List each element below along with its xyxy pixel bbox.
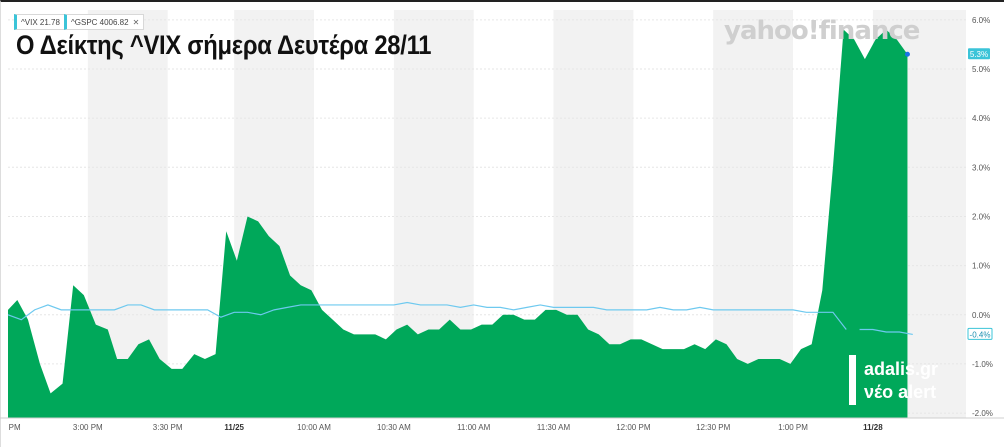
y-tick-label: 5.0%: [972, 65, 990, 74]
y-tick-label: 2.0%: [972, 212, 990, 221]
gspc-symbol-chip[interactable]: ^GSPC 4006.82 ✕: [64, 14, 145, 30]
x-tick-label: 12:00 PM: [616, 423, 651, 432]
vix-end-label: 5.3%: [970, 50, 988, 59]
yahoo-finance-logo: yahoo!finance: [724, 16, 920, 46]
x-tick-label: 3:30 PM: [153, 423, 183, 432]
vix-area-layer: [8, 29, 910, 418]
x-tick-label: 12:30 PM: [696, 423, 731, 432]
x-tick-label: 10:30 AM: [377, 423, 411, 432]
vix-end-point: [904, 51, 910, 57]
gspc-line-layer: [7, 301, 913, 336]
close-icon[interactable]: ✕: [132, 18, 140, 27]
y-tick-label: 6.0%: [972, 16, 990, 25]
x-tick-label: 3:00 PM: [73, 423, 103, 432]
brand-line-2: νέο alert: [864, 382, 937, 402]
gspc-chip-label: ^GSPC 4006.82: [71, 18, 129, 27]
brand-overlay: adalis.gr νέο alert: [849, 353, 959, 405]
x-tick-label: 1:00 PM: [778, 423, 808, 432]
y-tick-label: 4.0%: [972, 114, 990, 123]
page-title: Ο Δείκτης ^VIX σήμερα Δευτέρα 28/11: [16, 30, 432, 60]
x-tick-label: PM: [9, 423, 21, 432]
x-tick-label: 10:00 AM: [297, 423, 331, 432]
end-value-tags: 5.3% -0.4%: [967, 48, 993, 340]
gspc-end-label: -0.4%: [970, 330, 991, 339]
x-tick-label: 11:00 AM: [457, 423, 491, 432]
y-tick-label: -2.0%: [972, 409, 993, 418]
gspc-end-tag: [967, 327, 993, 340]
y-tick-label: 0.0%: [972, 311, 990, 320]
x-tick-label: 11/28: [863, 423, 883, 432]
vix-chip-label: ^VIX 21.78: [21, 18, 60, 27]
y-axis: 6.0% 5.0% 4.0% 3.0% 2.0% 1.0% 0.0% -1.0% -2.0%: [972, 16, 993, 418]
x-tick-label: 11/25: [224, 423, 244, 432]
vix-area: [8, 29, 908, 418]
brand-line-1: adalis.gr: [864, 359, 939, 379]
x-axis: PM 3:00 PM 3:30 PM 11/25 10:00 AM 10:30 AM 11:…: [0, 417, 1004, 432]
gspc-line: [859, 328, 913, 336]
gspc-line: [7, 301, 847, 330]
y-tick-label: 1.0%: [972, 262, 990, 271]
x-tick-label: 11:30 AM: [537, 423, 571, 432]
vix-end-tag: [968, 48, 990, 60]
y-tick-label: -1.0%: [972, 360, 993, 369]
vix-symbol-chip[interactable]: ^VIX 21.78: [14, 14, 65, 30]
brand-bar: [849, 355, 856, 405]
y-tick-label: 3.0%: [972, 163, 990, 172]
